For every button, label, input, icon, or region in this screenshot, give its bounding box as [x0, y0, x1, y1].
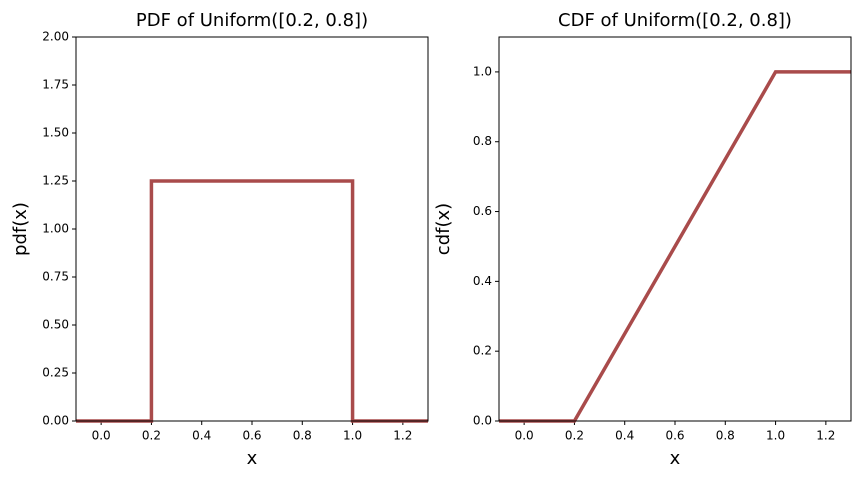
x-tick-label: 0.4: [615, 429, 634, 443]
chart-title: PDF of Uniform([0.2, 0.8]): [136, 10, 368, 31]
x-tick-label: 0.8: [716, 429, 735, 443]
x-tick-label: 1.0: [766, 429, 785, 443]
y-tick-label: 0.50: [42, 318, 69, 332]
axes-frame: [498, 36, 852, 422]
x-tick-label: 0.6: [242, 429, 261, 443]
y-tick-label: 0.4: [473, 274, 492, 288]
data-line: [76, 179, 428, 423]
x-tick-label: 1.0: [343, 429, 362, 443]
y-tick-label: 0.8: [473, 134, 492, 148]
y-tick-label: 1.75: [42, 78, 69, 92]
data-line: [499, 70, 851, 423]
x-tick-label: 0.2: [142, 429, 161, 443]
y-tick-label: 0.75: [42, 270, 69, 284]
x-axis-label: x: [247, 448, 258, 469]
y-tick-label: 0.2: [473, 344, 492, 358]
y-tick-label: 1.25: [42, 174, 69, 188]
y-tick-label: 0.0: [473, 414, 492, 428]
y-tick-label: 1.50: [42, 126, 69, 140]
x-tick-label: 0.2: [565, 429, 584, 443]
x-tick-label: 0.0: [515, 429, 534, 443]
x-tick-label: 1.2: [816, 429, 835, 443]
y-axis-label: pdf(x): [10, 202, 31, 256]
x-tick-label: 0.4: [192, 429, 211, 443]
x-tick-label: 0.8: [293, 429, 312, 443]
y-axis-label: cdf(x): [433, 203, 454, 255]
x-tick-label: 0.0: [92, 429, 111, 443]
chart-title: CDF of Uniform([0.2, 0.8]): [558, 10, 792, 31]
x-tick-label: 0.6: [665, 429, 684, 443]
y-tick-label: 1.0: [473, 64, 492, 78]
x-tick-label: 1.2: [393, 429, 412, 443]
y-tick-label: 0.00: [42, 414, 69, 428]
x-axis-label: x: [670, 448, 681, 469]
y-tick-label: 1.00: [42, 222, 69, 236]
y-tick-label: 0.6: [473, 204, 492, 218]
axes-frame: [75, 36, 429, 422]
y-tick-label: 2.00: [42, 30, 69, 44]
y-tick-label: 0.25: [42, 366, 69, 380]
